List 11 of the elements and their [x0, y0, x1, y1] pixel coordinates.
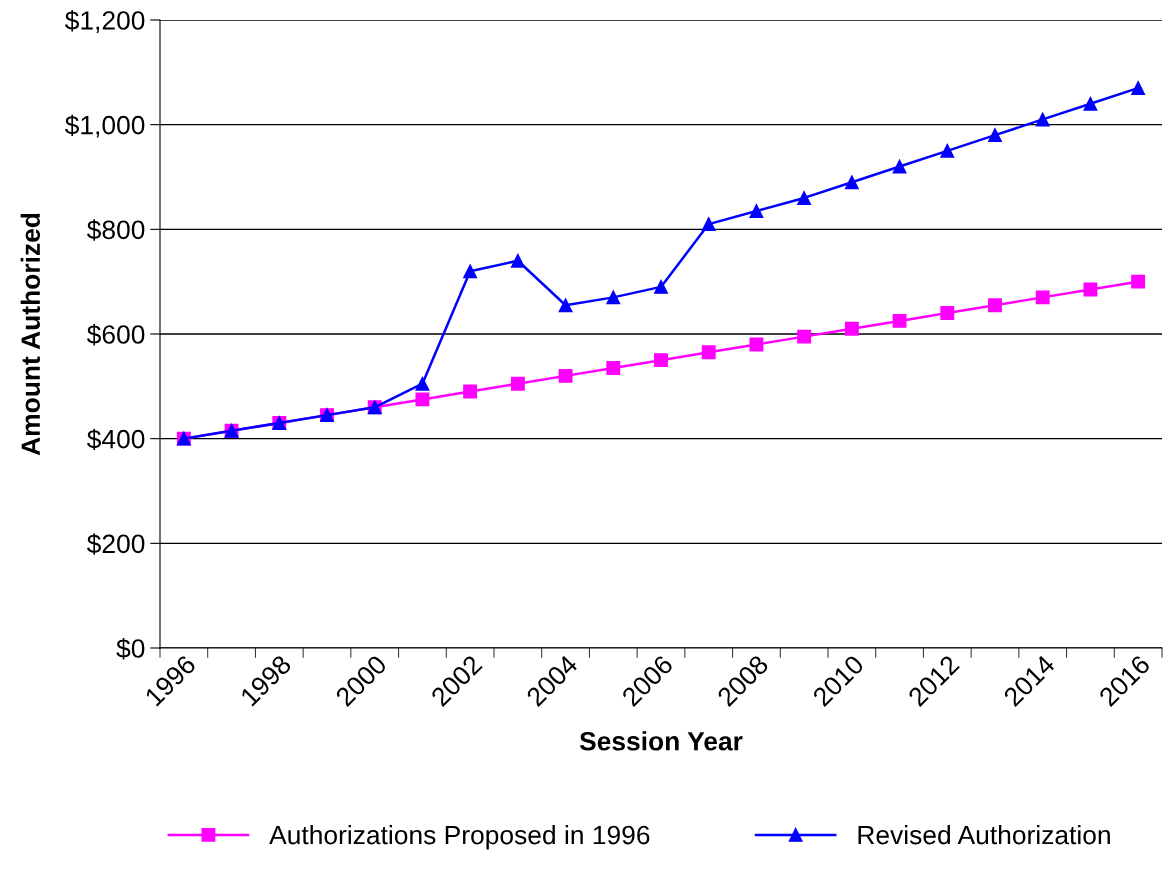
- y-tick-label: $0: [116, 638, 145, 660]
- y-tick-label: $200: [87, 533, 145, 555]
- x-axis-title: Session Year: [579, 731, 743, 751]
- legend-label: Revised Authorization: [858, 825, 1110, 845]
- legend-label: Authorizations Proposed in 1996: [269, 825, 650, 850]
- y-tick-label: $600: [87, 324, 145, 346]
- y-tick-label: $800: [87, 219, 145, 241]
- y-tick-label: $1,000: [65, 114, 145, 138]
- y-tick-label: $400: [87, 428, 145, 451]
- y-axis-title: Amount Authorized: [20, 213, 41, 456]
- y-tick-label: $1,200: [65, 10, 145, 33]
